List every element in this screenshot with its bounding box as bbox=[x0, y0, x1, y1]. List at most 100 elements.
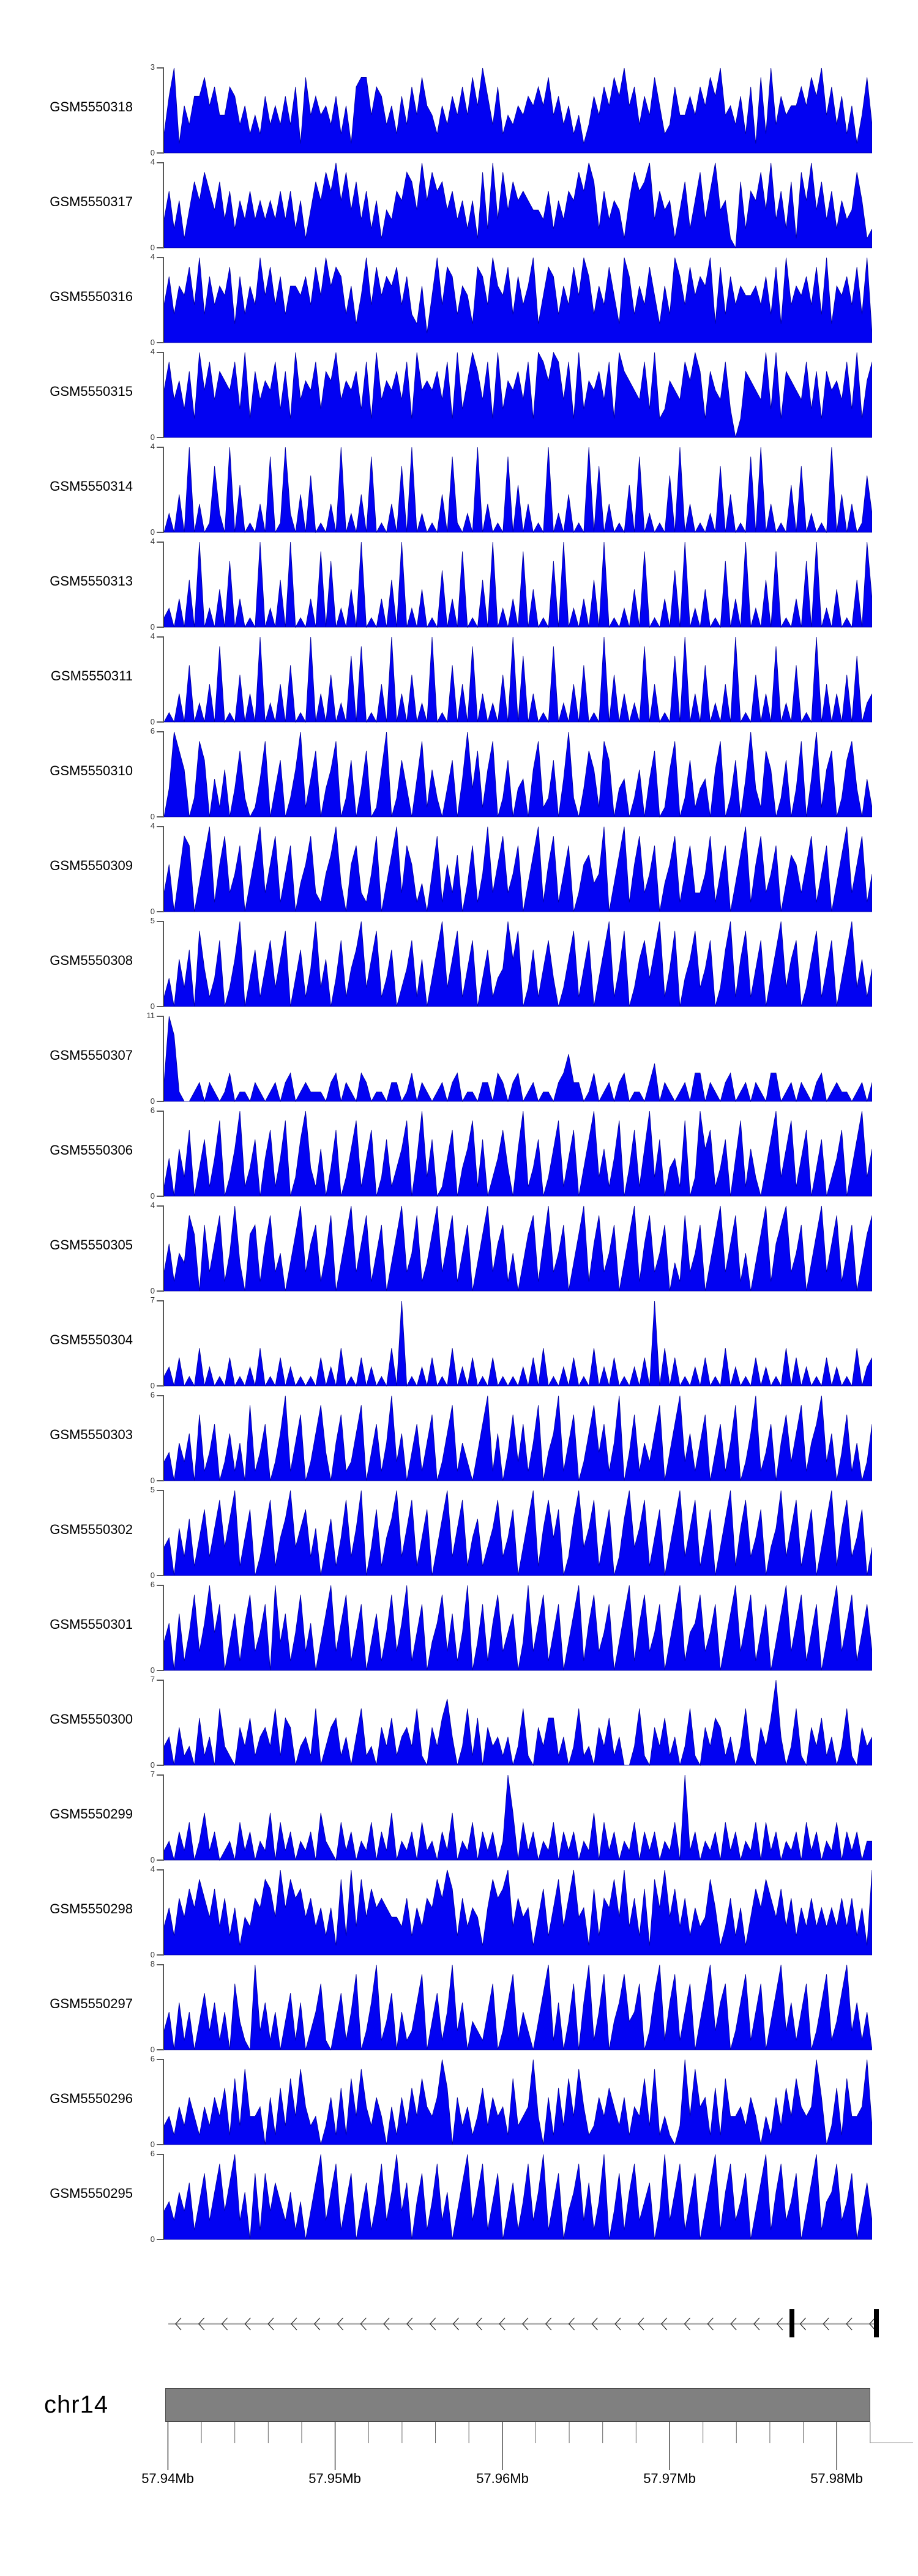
signal-track-row: GSM5550303 6 0 bbox=[0, 1390, 918, 1490]
strand-direction-chevron-icon bbox=[244, 2317, 251, 2331]
yaxis-zero-label: 0 bbox=[150, 907, 155, 916]
signal-track-row: GSM5550297 8 0 bbox=[0, 1959, 918, 2059]
yaxis-tick-top bbox=[157, 1774, 163, 1776]
yaxis-line bbox=[163, 1205, 164, 1292]
strand-direction-chevron-icon bbox=[707, 2317, 714, 2331]
signal-track-row: GSM5550301 6 0 bbox=[0, 1580, 918, 1680]
yaxis-line bbox=[163, 1300, 164, 1387]
coverage-polygon bbox=[164, 921, 872, 1007]
yaxis-line bbox=[163, 542, 164, 628]
yaxis-line bbox=[163, 1774, 164, 1861]
yaxis-tick-top bbox=[157, 2154, 163, 2155]
strand-direction-chevron-icon bbox=[476, 2317, 482, 2331]
yaxis-tick-top bbox=[157, 1964, 163, 1965]
yaxis-max-label: 5 bbox=[150, 1485, 155, 1494]
yaxis-zero-label: 0 bbox=[150, 1381, 155, 1390]
signal-track-row: GSM5550318 3 0 bbox=[0, 62, 918, 162]
yaxis-max-label: 6 bbox=[150, 1390, 155, 1399]
yaxis-tick-top bbox=[157, 1680, 163, 1681]
signal-track-row: GSM5550307 11 0 bbox=[0, 1011, 918, 1111]
yaxis-zero-label: 0 bbox=[150, 1760, 155, 1770]
coverage-signal-area bbox=[164, 2059, 872, 2145]
yaxis-zero-label: 0 bbox=[150, 717, 155, 726]
yaxis-tick-bottom bbox=[157, 1101, 163, 1102]
strand-direction-chevron-icon bbox=[383, 2317, 390, 2331]
yaxis-zero-label: 0 bbox=[150, 243, 155, 252]
yaxis-zero-label: 0 bbox=[150, 1002, 155, 1011]
yaxis-line bbox=[163, 2154, 164, 2240]
strand-direction-chevron-icon bbox=[730, 2317, 737, 2331]
track-sample-label: GSM5550302 bbox=[50, 1522, 133, 1537]
yaxis-max-label: 7 bbox=[150, 1295, 155, 1305]
yaxis-tick-bottom bbox=[157, 437, 163, 438]
yaxis-max-label: 7 bbox=[150, 1675, 155, 1684]
track-sample-label: GSM5550308 bbox=[50, 953, 133, 968]
coverage-polygon bbox=[164, 352, 872, 438]
signal-track-row: GSM5550314 4 0 bbox=[0, 442, 918, 542]
gene-model-track bbox=[168, 2309, 879, 2337]
axis-tick-label: 57.98Mb bbox=[810, 2471, 863, 2486]
track-sample-label: GSM5550299 bbox=[50, 1806, 133, 1822]
coverage-polygon bbox=[164, 67, 872, 154]
yaxis-max-label: 8 bbox=[150, 1959, 155, 1968]
signal-track-row: GSM5550317 4 0 bbox=[0, 157, 918, 257]
yaxis-tick-bottom bbox=[157, 532, 163, 533]
yaxis-tick-top bbox=[157, 257, 163, 258]
yaxis-zero-label: 0 bbox=[150, 1191, 155, 1201]
track-sample-label: GSM5550313 bbox=[50, 573, 133, 589]
signal-track-row: GSM5550296 6 0 bbox=[0, 2054, 918, 2154]
coverage-signal-area bbox=[164, 352, 872, 438]
yaxis-zero-label: 0 bbox=[150, 1286, 155, 1295]
yaxis-line bbox=[163, 1869, 164, 1956]
yaxis-line bbox=[163, 1964, 164, 2050]
coverage-polygon bbox=[164, 162, 872, 248]
yaxis-max-label: 4 bbox=[150, 347, 155, 356]
track-sample-label: GSM5550309 bbox=[50, 858, 133, 873]
yaxis-tick-bottom bbox=[157, 911, 163, 912]
yaxis-max-label: 4 bbox=[150, 821, 155, 830]
coverage-polygon bbox=[164, 1395, 872, 1481]
yaxis-tick-top bbox=[157, 1395, 163, 1396]
yaxis-tick-top bbox=[157, 1869, 163, 1871]
axis-tick-label: 57.96Mb bbox=[476, 2471, 529, 2486]
exon-block bbox=[789, 2309, 794, 2337]
coverage-signal-area bbox=[164, 447, 872, 533]
strand-direction-chevron-icon bbox=[406, 2317, 413, 2331]
strand-direction-chevron-icon bbox=[175, 2317, 182, 2331]
coverage-signal-area bbox=[164, 2154, 872, 2240]
axis-tick-label: 57.94Mb bbox=[141, 2471, 194, 2486]
signal-track-row: GSM5550315 4 0 bbox=[0, 347, 918, 447]
strand-direction-chevron-icon bbox=[291, 2317, 297, 2331]
signal-track-row: GSM5550313 4 0 bbox=[0, 537, 918, 636]
coverage-polygon bbox=[164, 1585, 872, 1671]
signal-track-row: GSM5550311 4 0 bbox=[0, 631, 918, 731]
signal-track-row: GSM5550305 4 0 bbox=[0, 1201, 918, 1300]
yaxis-zero-label: 0 bbox=[150, 1096, 155, 1106]
yaxis-tick-top bbox=[157, 826, 163, 827]
yaxis-max-label: 4 bbox=[150, 157, 155, 166]
yaxis-max-label: 4 bbox=[150, 442, 155, 451]
yaxis-max-label: 6 bbox=[150, 2149, 155, 2158]
yaxis-zero-label: 0 bbox=[150, 1571, 155, 1580]
strand-direction-chevron-icon bbox=[313, 2317, 321, 2331]
yaxis-max-label: 7 bbox=[150, 1770, 155, 1779]
yaxis-tick-top bbox=[157, 1585, 163, 1586]
coverage-signal-area bbox=[164, 1016, 872, 1102]
yaxis-tick-bottom bbox=[157, 1196, 163, 1197]
strand-direction-chevron-icon bbox=[614, 2317, 621, 2331]
yaxis-max-label: 4 bbox=[150, 537, 155, 546]
yaxis-max-label: 6 bbox=[150, 1580, 155, 1589]
yaxis-tick-top bbox=[157, 162, 163, 163]
coverage-polygon bbox=[164, 1490, 872, 1576]
strand-direction-chevron-icon bbox=[638, 2317, 644, 2331]
strand-direction-chevron-icon bbox=[823, 2317, 829, 2331]
yaxis-zero-label: 0 bbox=[150, 622, 155, 631]
yaxis-line bbox=[163, 1490, 164, 1576]
yaxis-tick-bottom bbox=[157, 627, 163, 628]
yaxis-tick-top bbox=[157, 447, 163, 448]
coverage-signal-area bbox=[164, 731, 872, 817]
strand-direction-chevron-icon bbox=[591, 2317, 598, 2331]
coverage-signal-area bbox=[164, 162, 872, 248]
yaxis-tick-top bbox=[157, 1205, 163, 1207]
yaxis-tick-bottom bbox=[157, 1765, 163, 1766]
